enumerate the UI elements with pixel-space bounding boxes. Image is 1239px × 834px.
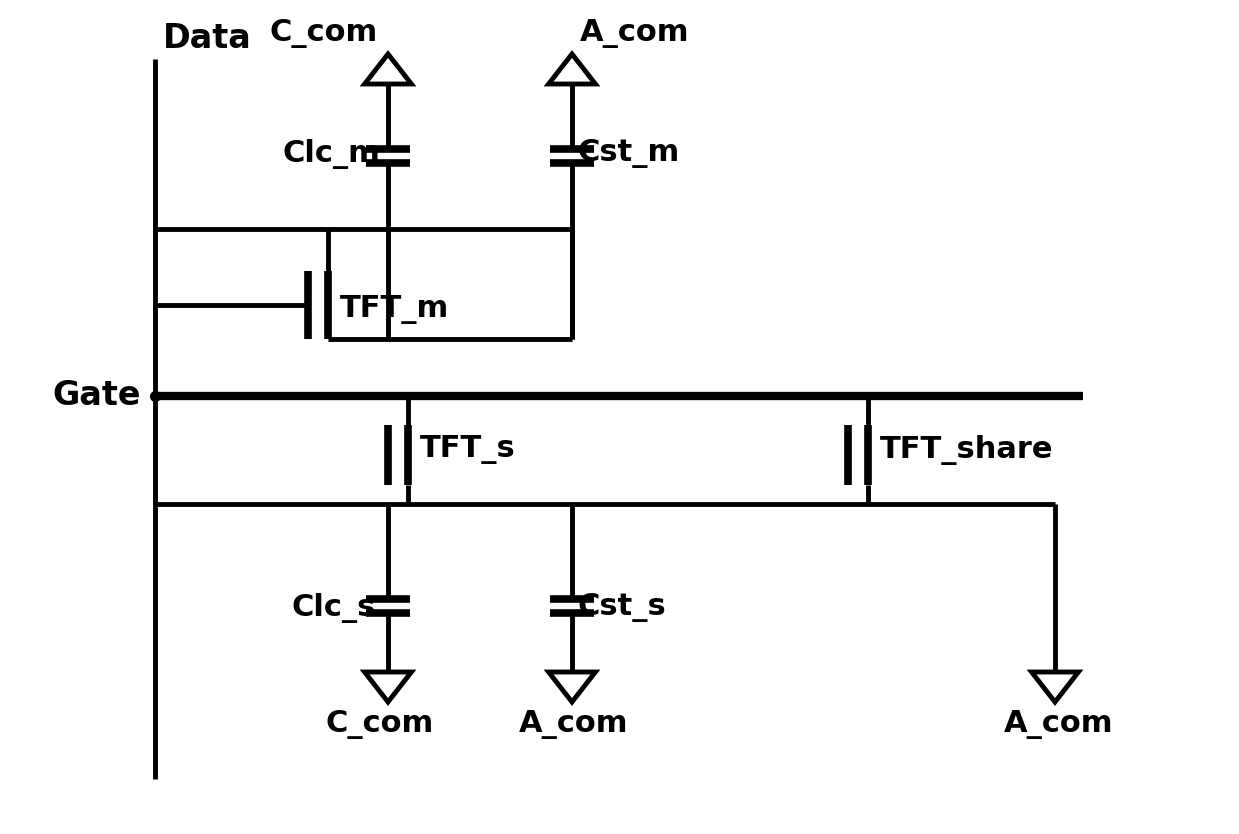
Text: Cst_m: Cst_m [579,139,680,168]
Text: Clc_m: Clc_m [282,139,380,169]
Text: C_com: C_com [270,19,378,48]
Text: A_com: A_com [1005,710,1114,739]
Polygon shape [364,54,411,84]
Text: TFT_s: TFT_s [420,435,515,465]
Polygon shape [1032,672,1078,702]
Polygon shape [549,672,596,702]
Text: Gate: Gate [52,379,141,413]
Text: Data: Data [164,22,252,55]
Text: TFT_share: TFT_share [880,435,1053,465]
Text: A_com: A_com [519,710,628,739]
Text: TFT_m: TFT_m [339,295,450,324]
Polygon shape [364,672,411,702]
Text: Cst_s: Cst_s [579,594,667,622]
Text: C_com: C_com [326,710,434,739]
Text: Clc_s: Clc_s [291,593,375,623]
Polygon shape [549,54,596,84]
Text: A_com: A_com [580,19,689,48]
